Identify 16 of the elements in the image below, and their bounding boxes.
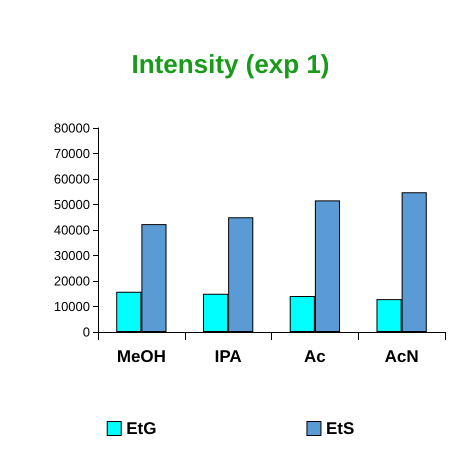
- y-tick-label: 50000: [54, 197, 90, 212]
- y-tick-label: 10000: [54, 299, 90, 314]
- y-tick-label: 30000: [54, 248, 90, 263]
- y-tick-label: 0: [82, 324, 90, 340]
- y-tick-label: 20000: [54, 274, 90, 288]
- x-tick-label: Ac: [304, 347, 326, 366]
- legend-label: EtS: [326, 419, 354, 438]
- y-tick-label: 40000: [54, 222, 90, 238]
- legend-label: EtG: [126, 419, 156, 438]
- x-tick-label: MeOH: [116, 347, 166, 366]
- y-tick-label: 60000: [54, 172, 90, 186]
- x-tick-label: AcN: [384, 347, 419, 366]
- chart-title: Intensity (exp 1): [132, 49, 330, 79]
- y-tick-label: 80000: [54, 120, 90, 136]
- y-tick-label: 70000: [54, 146, 90, 161]
- x-tick-label: IPA: [214, 347, 242, 366]
